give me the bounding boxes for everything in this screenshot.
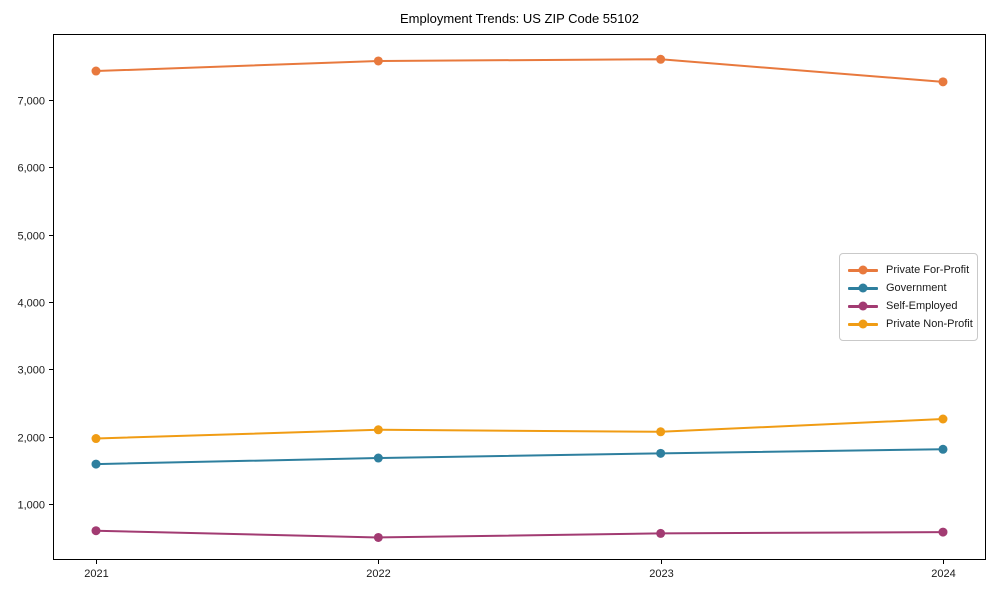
line-marker-icon	[848, 319, 878, 329]
series-line-self-employed	[95, 529, 944, 539]
x-axis-tick-label: 2021	[84, 568, 108, 580]
data-point-private-non-profit-2021	[91, 434, 101, 444]
x-axis-tick-label: 2024	[931, 568, 955, 580]
legend-label: Government	[886, 282, 947, 294]
legend-entry-private-non-profit: Private Non-Profit	[848, 315, 973, 333]
data-point-government-2023	[656, 448, 666, 458]
legend-label: Self-Employed	[886, 300, 958, 312]
legend: Private For-Profit Government Self-Emplo…	[839, 253, 978, 341]
legend-entry-government: Government	[848, 279, 969, 297]
legend-entry-private-for-profit: Private For-Profit	[848, 261, 969, 279]
data-point-self-employed-2023	[656, 528, 666, 538]
y-axis-tick-label: 2,000	[17, 433, 45, 445]
series-line-government	[95, 448, 944, 466]
line-marker-icon	[848, 301, 878, 311]
axes-frame	[53, 34, 986, 560]
y-axis-tick-label: 4,000	[17, 298, 45, 310]
series-line-private-for-profit	[95, 58, 944, 83]
data-point-government-2021	[91, 459, 101, 469]
line-marker-icon	[848, 265, 878, 275]
legend-entry-self-employed: Self-Employed	[848, 297, 969, 315]
x-axis-tick-label: 2023	[649, 568, 673, 580]
data-point-government-2024	[938, 444, 948, 454]
data-point-self-employed-2024	[938, 527, 948, 537]
data-point-private-non-profit-2022	[373, 425, 383, 435]
y-axis-tick-label: 5,000	[17, 231, 45, 243]
data-point-private-non-profit-2023	[656, 427, 666, 437]
data-point-private-for-profit-2022	[373, 56, 383, 66]
line-marker-icon	[848, 283, 878, 293]
data-point-private-for-profit-2021	[91, 66, 101, 76]
y-axis-tick-label: 6,000	[17, 163, 45, 175]
data-point-private-for-profit-2023	[656, 54, 666, 64]
y-axis-tick-label: 7,000	[17, 96, 45, 108]
legend-label: Private Non-Profit	[886, 318, 973, 330]
chart-title: Employment Trends: US ZIP Code 55102	[400, 11, 639, 26]
x-axis-tick-label: 2022	[366, 568, 390, 580]
y-axis-tick-label: 3,000	[17, 365, 45, 377]
data-point-private-for-profit-2024	[938, 77, 948, 87]
legend-label: Private For-Profit	[886, 264, 970, 276]
data-point-government-2022	[373, 453, 383, 463]
series-line-private-non-profit	[95, 418, 944, 440]
y-axis-tick-label: 1,000	[17, 500, 45, 512]
data-point-private-non-profit-2024	[938, 414, 948, 424]
data-point-self-employed-2021	[91, 526, 101, 536]
data-point-self-employed-2022	[373, 532, 383, 542]
